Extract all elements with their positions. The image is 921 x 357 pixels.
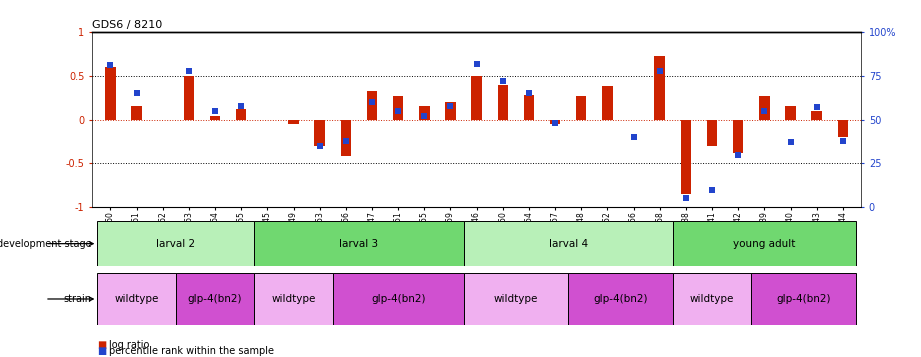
- Point: [443, 103, 458, 109]
- Point: [626, 134, 641, 140]
- Text: percentile rank within the sample: percentile rank within the sample: [109, 346, 274, 356]
- Point: [103, 62, 118, 68]
- Text: wildtype: wildtype: [114, 294, 158, 304]
- Text: glp-4(bn2): glp-4(bn2): [188, 294, 242, 304]
- Bar: [681, 120, 691, 194]
- Bar: [706, 120, 717, 146]
- Bar: [463, 221, 673, 266]
- Bar: [602, 86, 612, 120]
- Text: wildtype: wildtype: [272, 294, 316, 304]
- Point: [207, 108, 222, 114]
- Point: [548, 120, 563, 126]
- Bar: [341, 120, 351, 156]
- Bar: [183, 76, 194, 120]
- Bar: [210, 116, 220, 120]
- Point: [731, 152, 746, 157]
- Text: wildtype: wildtype: [494, 294, 538, 304]
- Point: [652, 68, 667, 74]
- Point: [469, 61, 484, 66]
- Text: development stage: development stage: [0, 238, 91, 249]
- Text: larval 3: larval 3: [339, 238, 379, 249]
- Bar: [367, 91, 378, 120]
- Bar: [568, 273, 673, 325]
- Bar: [550, 120, 560, 124]
- Bar: [236, 109, 247, 120]
- Bar: [105, 67, 116, 120]
- Text: ■: ■: [97, 340, 106, 350]
- Bar: [472, 76, 482, 120]
- Point: [810, 105, 824, 110]
- Bar: [811, 111, 822, 120]
- Text: larval 2: larval 2: [157, 238, 195, 249]
- Bar: [837, 120, 848, 137]
- Point: [495, 78, 510, 84]
- Bar: [314, 120, 325, 146]
- Bar: [393, 96, 403, 120]
- Text: glp-4(bn2): glp-4(bn2): [593, 294, 647, 304]
- Point: [338, 138, 353, 144]
- Bar: [786, 106, 796, 120]
- Bar: [524, 95, 534, 120]
- Bar: [419, 106, 429, 120]
- Text: strain: strain: [64, 294, 91, 304]
- Text: log ratio: log ratio: [109, 340, 149, 350]
- Point: [521, 91, 536, 96]
- Bar: [655, 56, 665, 120]
- Point: [234, 103, 249, 109]
- Text: GDS6 / 8210: GDS6 / 8210: [92, 20, 162, 30]
- Bar: [132, 106, 142, 120]
- Bar: [98, 221, 254, 266]
- Bar: [752, 273, 856, 325]
- Point: [679, 196, 694, 201]
- Bar: [759, 96, 770, 120]
- Point: [391, 108, 405, 114]
- Bar: [98, 273, 176, 325]
- Bar: [733, 120, 743, 153]
- Text: glp-4(bn2): glp-4(bn2): [371, 294, 426, 304]
- Bar: [463, 273, 568, 325]
- Text: wildtype: wildtype: [690, 294, 734, 304]
- Bar: [576, 96, 587, 120]
- Point: [705, 187, 719, 192]
- Point: [181, 68, 196, 74]
- Text: larval 4: larval 4: [549, 238, 588, 249]
- Point: [312, 143, 327, 149]
- Bar: [288, 120, 298, 124]
- Bar: [445, 102, 456, 120]
- Bar: [176, 273, 254, 325]
- Point: [365, 99, 379, 105]
- Bar: [332, 273, 463, 325]
- Bar: [254, 273, 332, 325]
- Bar: [673, 273, 752, 325]
- Point: [783, 140, 798, 145]
- Text: glp-4(bn2): glp-4(bn2): [776, 294, 831, 304]
- Text: ■: ■: [97, 346, 106, 356]
- Bar: [497, 85, 508, 120]
- Point: [417, 113, 432, 119]
- Bar: [673, 221, 856, 266]
- Point: [757, 108, 772, 114]
- Text: young adult: young adult: [733, 238, 796, 249]
- Point: [129, 91, 144, 96]
- Bar: [254, 221, 463, 266]
- Point: [835, 138, 850, 144]
